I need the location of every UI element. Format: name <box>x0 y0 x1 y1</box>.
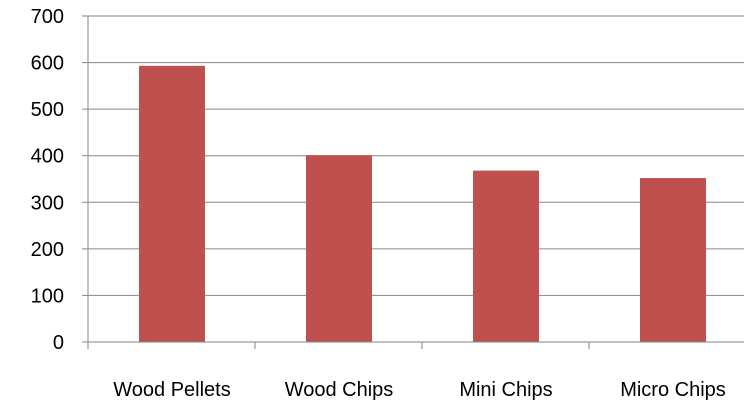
bars <box>139 65 706 343</box>
axes <box>82 15 744 349</box>
bar-wood-pellets <box>139 65 205 343</box>
y-tick-label-400: 400 <box>31 146 64 168</box>
x-category-label-wood-pellets: Wood Pellets <box>113 379 230 401</box>
x-category-labels: Wood Pellets Wood Chips Mini Chips Micro Ch… <box>113 379 726 401</box>
bar-micro-chips <box>640 178 706 342</box>
x-category-label-wood-chips: Wood Chips <box>285 379 394 401</box>
y-tick-label-100: 100 <box>31 285 64 307</box>
y-tick-label-200: 200 <box>31 239 64 261</box>
y-tick-label-600: 600 <box>31 53 64 75</box>
y-tick-label-300: 300 <box>31 192 64 214</box>
y-tick-label-0: 0 <box>53 332 64 354</box>
x-category-label-mini-chips: Mini Chips <box>459 379 552 401</box>
y-tick-label-700: 700 <box>31 6 64 28</box>
bar-wood-chips <box>306 155 372 342</box>
x-category-label-micro-chips: Micro Chips <box>620 379 726 401</box>
y-tick-labels: 0 100 200 300 400 500 600 700 <box>31 6 64 354</box>
bar-mini-chips <box>473 170 539 342</box>
y-tick-label-500: 500 <box>31 99 64 121</box>
